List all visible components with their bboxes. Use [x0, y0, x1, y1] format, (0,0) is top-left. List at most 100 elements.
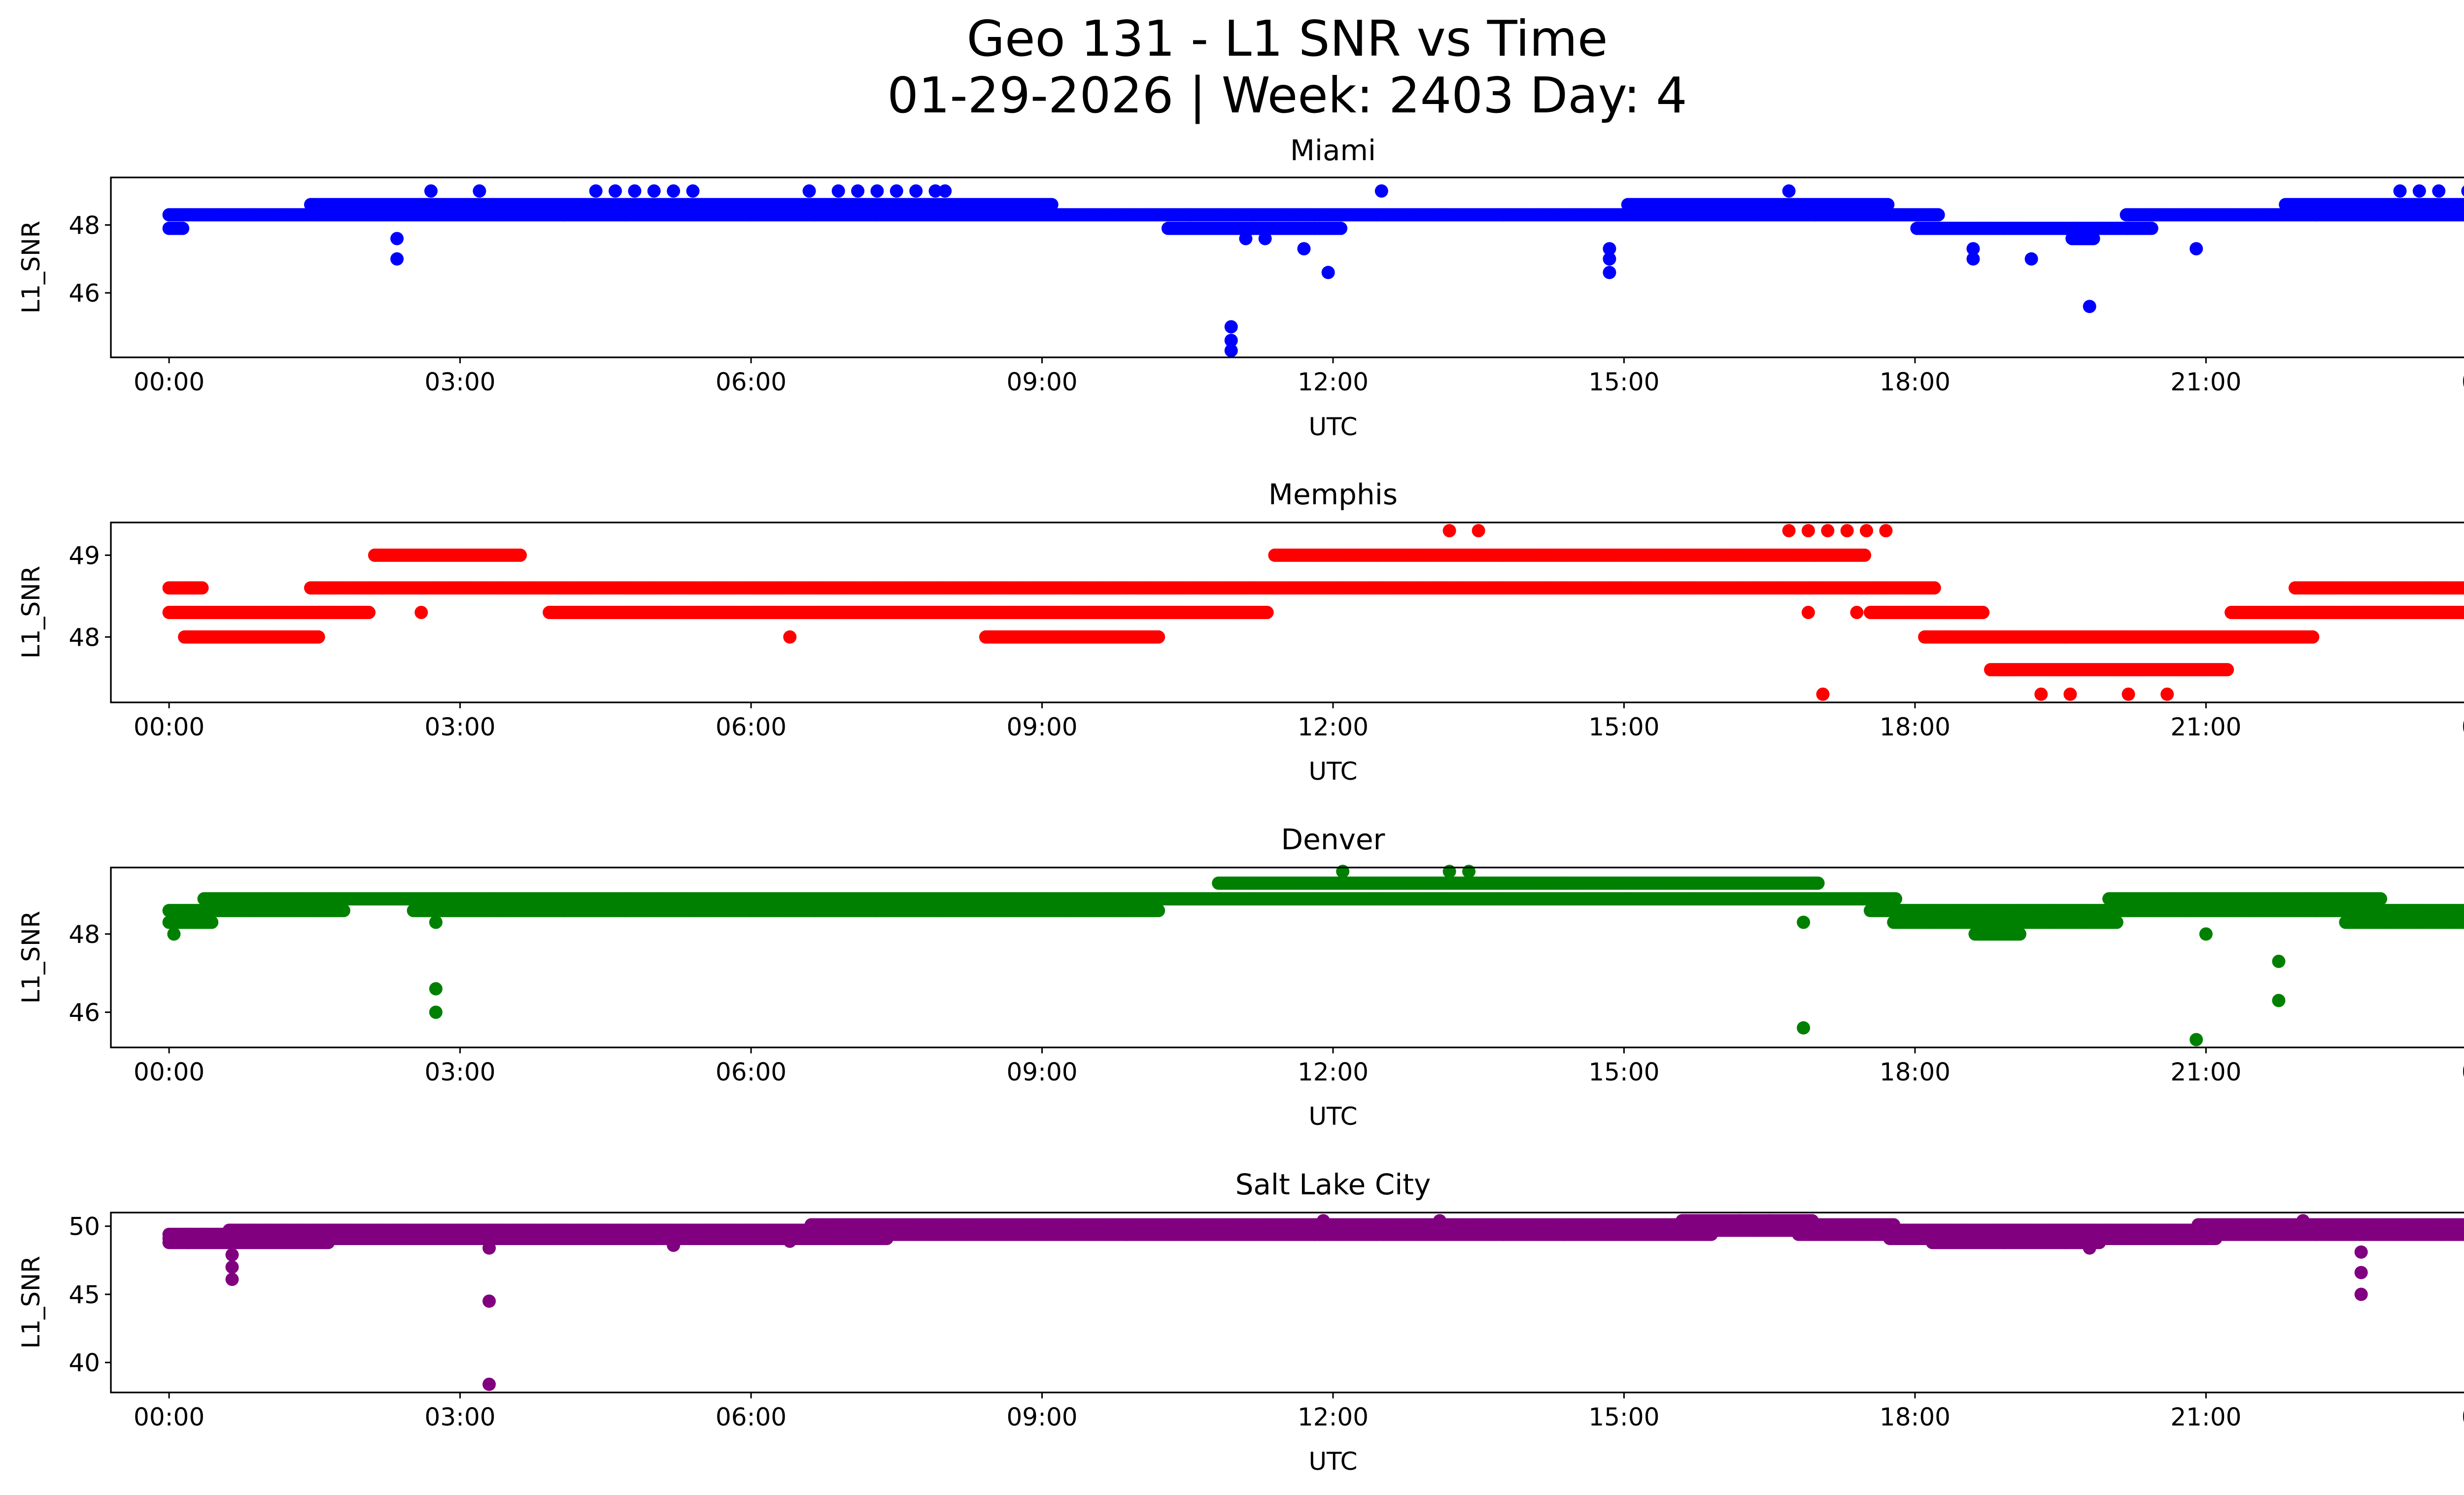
data-point — [1442, 524, 1456, 538]
data-point — [851, 184, 865, 198]
data-point — [424, 184, 438, 198]
x-tick-label: 18:00 — [1880, 368, 1951, 396]
data-point — [1816, 687, 1830, 701]
data-point — [1297, 242, 1311, 256]
data-point — [2122, 687, 2135, 701]
data-point — [205, 915, 219, 929]
data-point — [870, 184, 884, 198]
panel-miami: Miami 46 48 00:00 03:00 06:00 09:00 12:00 15:0… — [17, 134, 2464, 441]
data-point — [1782, 184, 1796, 198]
x-tick-label: 21:00 — [2170, 368, 2241, 396]
data-point — [2432, 184, 2446, 198]
data-point — [1931, 208, 1945, 222]
data-point — [1927, 581, 1941, 595]
data-point — [628, 184, 642, 198]
x-tick-label: 06:00 — [716, 713, 787, 741]
data-point — [2034, 687, 2048, 701]
data-point — [1858, 548, 1872, 562]
data-point — [831, 184, 845, 198]
data-point — [2393, 184, 2407, 198]
x-tick-label: 09:00 — [1006, 368, 1077, 396]
data-point — [1976, 606, 1990, 619]
data-point — [390, 232, 404, 245]
data-point — [311, 630, 325, 644]
x-tick-label: 12:00 — [1298, 713, 1369, 741]
x-tick-label: 12:00 — [1298, 368, 1369, 396]
data-point — [1260, 606, 1274, 619]
data-point — [589, 184, 603, 198]
data-point — [362, 606, 376, 619]
data-point — [609, 184, 622, 198]
data-point — [783, 630, 797, 644]
data-point — [2221, 663, 2234, 677]
data-point — [647, 184, 661, 198]
figure-title-line-2: 01-29-2026 | Week: 2403 Day: 4 — [887, 67, 1687, 124]
y-axis-label-memphis: L1_SNR — [17, 566, 45, 659]
data-point — [2024, 252, 2038, 266]
x-tick-label: 00:00 — [2462, 368, 2464, 396]
x-tick-label: 00:00 — [134, 368, 205, 396]
data-point — [1334, 221, 1348, 235]
data-point — [1224, 344, 1238, 357]
data-point — [1239, 232, 1253, 245]
x-tick-label: 18:00 — [1880, 713, 1951, 741]
data-point — [1850, 606, 1864, 619]
x-tick-label: 09:00 — [1006, 713, 1077, 741]
x-axis-label-memphis: UTC — [1308, 757, 1357, 786]
data-point — [1801, 606, 1815, 619]
data-point — [1879, 524, 1893, 538]
figure-title-line-1: Geo 131 - L1 SNR vs Time — [967, 10, 1608, 68]
data-point — [2306, 630, 2320, 644]
x-tick-label: 00:00 — [2462, 713, 2464, 741]
data-point — [2160, 687, 2174, 701]
data-point — [390, 252, 404, 266]
data-point — [1603, 252, 1616, 266]
panel-title-denver: Denver — [1281, 823, 1385, 856]
data-point — [2063, 687, 2077, 701]
data-point — [938, 184, 952, 198]
x-axis-label-miami: UTC — [1308, 413, 1357, 441]
x-tick-label: 03:00 — [425, 368, 496, 396]
panel-title-memphis: Memphis — [1268, 478, 1398, 511]
x-tick-label: 03:00 — [425, 713, 496, 741]
y-tick-label: 46 — [68, 279, 100, 308]
data-point — [414, 606, 428, 619]
data-point — [1966, 252, 1980, 266]
data-point — [513, 548, 527, 562]
x-tick-label: 06:00 — [716, 368, 787, 396]
points-miami — [162, 184, 2464, 357]
x-tick-label: 21:00 — [2170, 713, 2241, 741]
y-tick-label: 48 — [68, 623, 100, 652]
data-point — [1374, 184, 1388, 198]
data-point — [2412, 184, 2426, 198]
data-point — [1821, 524, 1835, 538]
data-point — [802, 184, 816, 198]
panel-title-miami: Miami — [1290, 134, 1376, 167]
y-tick-label: 49 — [68, 541, 100, 570]
data-point — [473, 184, 486, 198]
data-point — [686, 184, 700, 198]
data-point — [1152, 630, 1165, 644]
x-tick-label: 15:00 — [1588, 713, 1659, 741]
data-point — [890, 184, 903, 198]
data-point — [909, 184, 923, 198]
data-point — [667, 184, 681, 198]
data-point — [1321, 266, 1335, 279]
data-point — [1801, 524, 1815, 538]
data-point — [1224, 320, 1238, 334]
data-point — [2190, 242, 2203, 256]
y-tick-label: 48 — [68, 211, 100, 240]
data-point — [1472, 524, 1485, 538]
data-point — [1258, 232, 1272, 245]
data-point — [2083, 300, 2096, 313]
data-point — [1860, 524, 1873, 538]
data-point — [176, 221, 190, 235]
x-tick-label: 00:00 — [134, 713, 205, 741]
x-tick-label: 15:00 — [1588, 368, 1659, 396]
y-axis-label-miami: L1_SNR — [17, 221, 45, 314]
data-point — [195, 581, 209, 595]
data-point — [1840, 524, 1854, 538]
data-point — [2145, 221, 2158, 235]
data-point — [1782, 524, 1796, 538]
